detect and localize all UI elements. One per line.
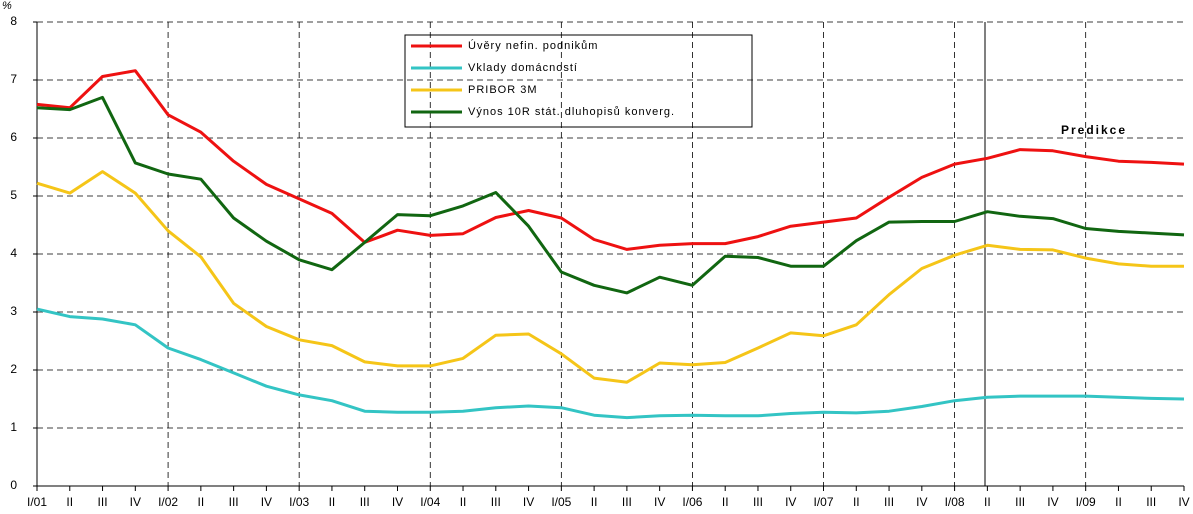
x-tick-label: I/06 (682, 495, 702, 509)
series-line (36, 307, 1185, 420)
x-tick-label: III (229, 495, 239, 509)
y-tick-label: 4 (10, 246, 17, 260)
x-tick-label: I/02 (158, 495, 178, 509)
y-tick-label: 8 (10, 14, 17, 28)
x-tick-label: IV (916, 495, 927, 509)
y-tick-label: 7 (10, 72, 17, 86)
x-tick-label: II (460, 495, 467, 509)
x-tick-label: IV (1178, 495, 1189, 509)
x-tick-label: IV (261, 495, 272, 509)
y-tick-label: 3 (10, 304, 17, 318)
x-tick-label: II (66, 495, 73, 509)
y-tick-label: 0 (10, 478, 17, 492)
x-tick-label: IV (523, 495, 534, 509)
legend-box (404, 34, 753, 128)
x-tick-label: III (884, 495, 894, 509)
x-tick-label: IV (130, 495, 141, 509)
legend-label: Úvěry nefin. podnikům (468, 39, 598, 52)
x-tick-label: I/08 (945, 495, 965, 509)
x-tick-label: IV (785, 495, 796, 509)
x-tick-label: III (491, 495, 501, 509)
x-tick-label: II (198, 495, 205, 509)
x-tick-label: III (1146, 495, 1156, 509)
y-tick-label: 1 (10, 420, 17, 434)
series-line (36, 69, 1185, 251)
x-tick-label: IV (654, 495, 665, 509)
y-tick-label: 5 (10, 188, 17, 202)
x-tick-label: III (98, 495, 108, 509)
legend-label: Výnos 10R stát. dluhopisů konverg. (468, 106, 675, 118)
x-tick-label: III (1015, 495, 1025, 509)
x-tick-label: I/01 (27, 495, 47, 509)
series-line (36, 170, 1184, 384)
x-tick-label: I/03 (289, 495, 309, 509)
x-tick-label: I/05 (551, 495, 571, 509)
series-line (36, 95, 1185, 295)
x-tick-label: III (753, 495, 763, 509)
legend-label: Vklady domácností (468, 62, 578, 74)
prediction-label: Predikce (1061, 123, 1127, 137)
x-tick-label: I/07 (814, 495, 834, 509)
x-tick-label: IV (1047, 495, 1058, 509)
x-tick-label: II (722, 495, 729, 509)
y-tick-label: 6 (10, 130, 17, 144)
x-tick-label: III (360, 495, 370, 509)
x-tick-label: II (591, 495, 598, 509)
x-tick-label: II (1115, 495, 1122, 509)
x-tick-label: III (622, 495, 632, 509)
y-axis-label: % (2, 0, 12, 12)
legend-label: PRIBOR 3M (468, 84, 538, 96)
y-tick-label: 2 (10, 362, 17, 376)
x-tick-label: IV (392, 495, 403, 509)
x-tick-label: I/09 (1076, 495, 1096, 509)
x-tick-label: II (984, 495, 991, 509)
x-tick-label: I/04 (420, 495, 440, 509)
x-tick-label: II (329, 495, 336, 509)
x-tick-label: II (853, 495, 860, 509)
